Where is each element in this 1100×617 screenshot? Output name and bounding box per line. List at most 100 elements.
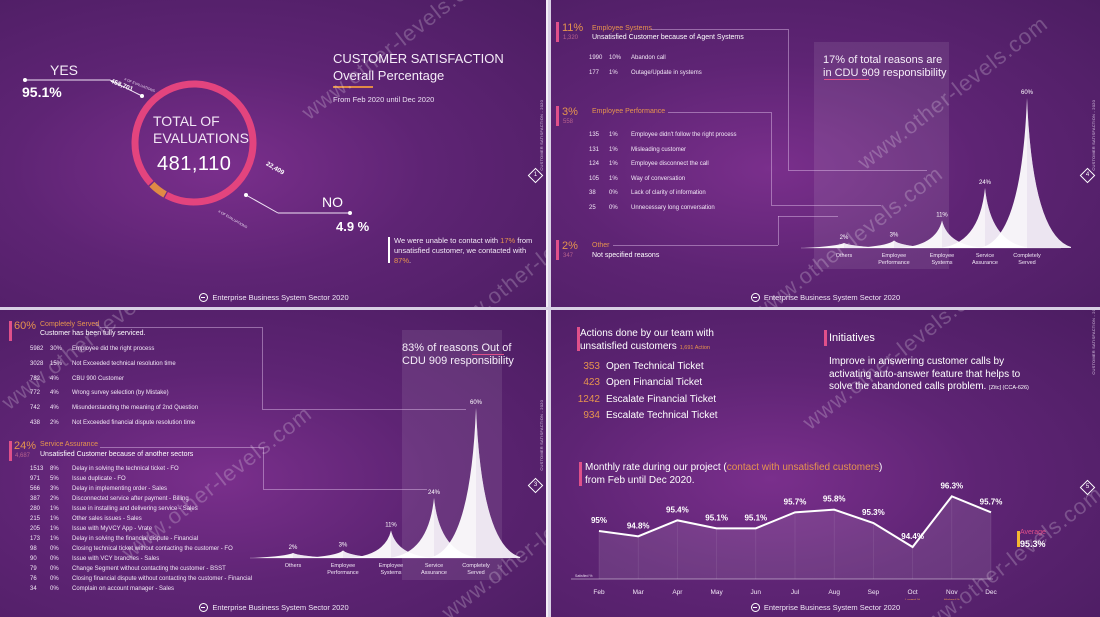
ring-title: TOTAL OF EVALUATIONS	[153, 113, 249, 147]
month-label: Dec	[985, 589, 997, 596]
no-leader-dot-end	[348, 211, 352, 215]
annotation: Highest %	[944, 598, 960, 600]
list-item: 566 3% Delay in implementing order - Sales	[30, 486, 168, 492]
section-bar	[824, 330, 827, 346]
connector-line	[262, 409, 466, 410]
yes-label: YES	[50, 62, 79, 78]
month-label: May	[710, 589, 723, 596]
slide-overall-percentage: # OF EVALUATIONS # OF EVALUATIONS YES 95…	[0, 0, 548, 307]
group-percentage: 60%	[14, 320, 37, 332]
side-label: CUSTOMER SATISFACTION - 2020	[539, 100, 544, 171]
group-count: 1,320	[563, 35, 579, 41]
month-label: Nov	[946, 589, 958, 596]
list-item: 1990 10% Abandon call	[589, 55, 666, 61]
monthly-title: Monthly rate during our project (contact…	[585, 462, 883, 486]
category-label: Others	[285, 563, 302, 569]
section-bar	[579, 462, 582, 486]
group-bar	[9, 441, 12, 461]
contact-note: We were unable to contact with 17% from …	[394, 236, 533, 265]
peak-completely-served	[977, 98, 1071, 248]
group-description: Not specified reasons	[592, 252, 660, 259]
month-label: Apr	[672, 589, 683, 596]
no-percentage: 4.9 %	[336, 219, 370, 234]
period-text: From Feb 2020 until Dec 2020	[333, 95, 435, 104]
list-item: 971 5% Issue duplicate - FO	[30, 476, 126, 482]
category-label: Assurance	[972, 260, 998, 266]
data-label: 94.4%	[901, 532, 924, 541]
data-label: 95.1%	[744, 513, 767, 522]
side-label: CUSTOMER SATISFACTION - 2020	[1091, 100, 1096, 171]
list-item: 5982 30% Employee did the right process	[30, 346, 155, 352]
connector-line	[788, 170, 927, 171]
average-value: 95.3%	[1020, 539, 1046, 549]
monthly-line-chart: Satisfied % 95% Feb 94.8% Mar 95.4% Apr 95.1% Ma…	[571, 481, 1002, 600]
list-item: 76 0% Closing financial dispute without co…	[30, 576, 253, 582]
list-item: 742 4% Misunderstanding the meaning of 2nd…	[30, 405, 199, 411]
connector-line	[100, 447, 263, 448]
no-label: NO	[322, 194, 343, 210]
initiatives-ref: [Zitc] (CCA-626)	[989, 385, 1029, 391]
peak-value-label: 3%	[339, 543, 348, 549]
group-description: Unsatisfied Customer because of another …	[40, 451, 194, 458]
peak-value-label: 24%	[979, 180, 992, 186]
peak-value-label: 11%	[936, 213, 948, 219]
data-label: 95.8%	[823, 495, 846, 504]
category-label: Systems	[931, 260, 952, 266]
data-label: 95.1%	[705, 513, 728, 522]
category-label: Service	[976, 253, 994, 259]
no-leader-line-diag	[245, 194, 279, 214]
actions-total: 1,691 Action	[679, 345, 710, 351]
slide-actions-initiatives: Actions done by our team with unsatisfie…	[551, 310, 1100, 617]
average-bar	[1017, 531, 1020, 547]
peak-shade	[391, 530, 435, 558]
footer: Enterprise Business System Sector 2020	[0, 603, 548, 612]
category-label: Employee	[930, 253, 954, 259]
peak-completely-served	[426, 408, 520, 558]
group-name: Completely Served	[40, 321, 100, 328]
month-label: Mar	[633, 589, 645, 596]
group-bar	[9, 321, 12, 341]
peak-shade	[894, 240, 934, 248]
connector-line	[613, 245, 778, 246]
footer: Enterprise Business System Sector 2020	[551, 603, 1100, 612]
slide-title: CUSTOMER SATISFACTION Overall Percentage	[333, 50, 504, 84]
category-label: Completely	[1013, 253, 1041, 259]
connector-line	[100, 327, 262, 328]
peak-shade	[434, 498, 482, 558]
data-label: 95.7%	[784, 497, 807, 506]
month-label: Jul	[791, 589, 800, 596]
group-bar	[556, 22, 559, 42]
category-label: Assurance	[421, 570, 447, 576]
list-item: 38 0% Lack of clarity of information	[589, 190, 706, 196]
list-item: 124 1% Employee disconnect the call	[589, 161, 709, 167]
no-leader-dot	[244, 193, 248, 197]
category-label: Others	[836, 253, 853, 259]
list-item: 79 0% Change Segment without contacting th…	[30, 566, 226, 572]
section-bar	[577, 327, 580, 351]
category-label: Performance	[327, 570, 359, 576]
list-item: 98 0% Closing technical ticket without con…	[30, 546, 233, 552]
ring-title-line1: TOTAL OF	[153, 113, 220, 129]
peak-chart: 2%Others3%EmployeePerformance11%Employee…	[801, 90, 1071, 266]
peak-shade	[293, 553, 333, 558]
company-logo-icon	[199, 603, 209, 612]
list-item: 177 1% Outage/Update in systems	[589, 70, 702, 76]
initiatives-title: Initiatives	[829, 332, 875, 344]
side-label: CUSTOMER SATISFACTION - 2020	[1091, 310, 1096, 375]
line-area	[599, 496, 991, 579]
data-label: 94.8%	[627, 521, 650, 530]
month-label: Oct	[908, 589, 918, 596]
group-percentage: 24%	[14, 440, 37, 452]
group-percentage: 11%	[562, 22, 584, 34]
action-item: 1242 Escalate Financial Ticket	[577, 394, 717, 405]
peak-value-label: 2%	[289, 545, 298, 551]
ring-chart: # OF EVALUATIONS # OF EVALUATIONS	[23, 77, 352, 230]
group-count: 347	[563, 253, 574, 259]
list-item: 105 1% Way of conversation	[589, 176, 686, 182]
connector-line	[771, 205, 881, 206]
footer: Enterprise Business System Sector 2020	[0, 293, 548, 302]
peak-shade	[1027, 98, 1071, 248]
group-count: 558	[563, 119, 574, 125]
list-item: 3028 15% Not Exceeded technical resolution…	[30, 361, 176, 367]
total-evaluations: 481,110	[157, 153, 232, 175]
